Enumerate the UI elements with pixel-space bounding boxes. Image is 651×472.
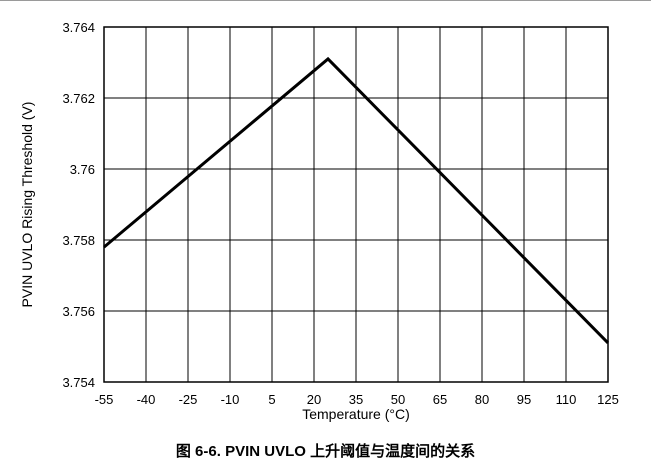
x-tick-label: 65 xyxy=(433,392,447,407)
x-tick-label: -40 xyxy=(137,392,156,407)
plot-frame xyxy=(103,26,609,383)
x-tick-label: -10 xyxy=(221,392,240,407)
series-group xyxy=(103,56,610,345)
x-tick-label: 110 xyxy=(556,392,577,407)
x-tick-label: 80 xyxy=(475,392,489,407)
x-tick-label: 50 xyxy=(391,392,405,407)
x-tick-label: 20 xyxy=(307,392,321,407)
y-axis-title: PVIN UVLO Rising Threshold (V) xyxy=(19,102,35,308)
figure-caption: 图 6-6. PVIN UVLO 上升阈值与温度间的关系 xyxy=(175,443,476,460)
y-tick-label: 3.758 xyxy=(62,233,95,248)
line-chart: -55 -40 -25 -10 5 20 35 50 65 80 95 110 125 3.7543.7… xyxy=(19,20,619,422)
grid-lines xyxy=(104,27,608,382)
y-tick-label: 3.762 xyxy=(62,91,95,106)
x-tick-label: -25 xyxy=(179,392,198,407)
x-axis-ticks: -55 -40 -25 -10 5 20 35 50 65 80 95 110 125 xyxy=(95,392,619,407)
y-tick-label: 3.76 xyxy=(70,162,95,177)
y-tick-label: 3.764 xyxy=(62,20,95,35)
top-rule xyxy=(0,0,651,1)
x-tick-label: 95 xyxy=(517,392,531,407)
x-axis-title: Temperature (°C) xyxy=(302,406,410,422)
x-tick-label: 35 xyxy=(349,392,363,407)
x-tick-label: 5 xyxy=(268,392,275,407)
y-tick-label: 3.756 xyxy=(62,304,95,319)
series-line xyxy=(103,56,610,345)
x-tick-label: -55 xyxy=(95,392,114,407)
y-axis-ticks: 3.754 3.756 3.758 3.76 3.762 3.764 xyxy=(62,20,95,390)
x-tick-label: 125 xyxy=(597,392,619,407)
y-tick-label: 3.754 xyxy=(62,375,95,390)
